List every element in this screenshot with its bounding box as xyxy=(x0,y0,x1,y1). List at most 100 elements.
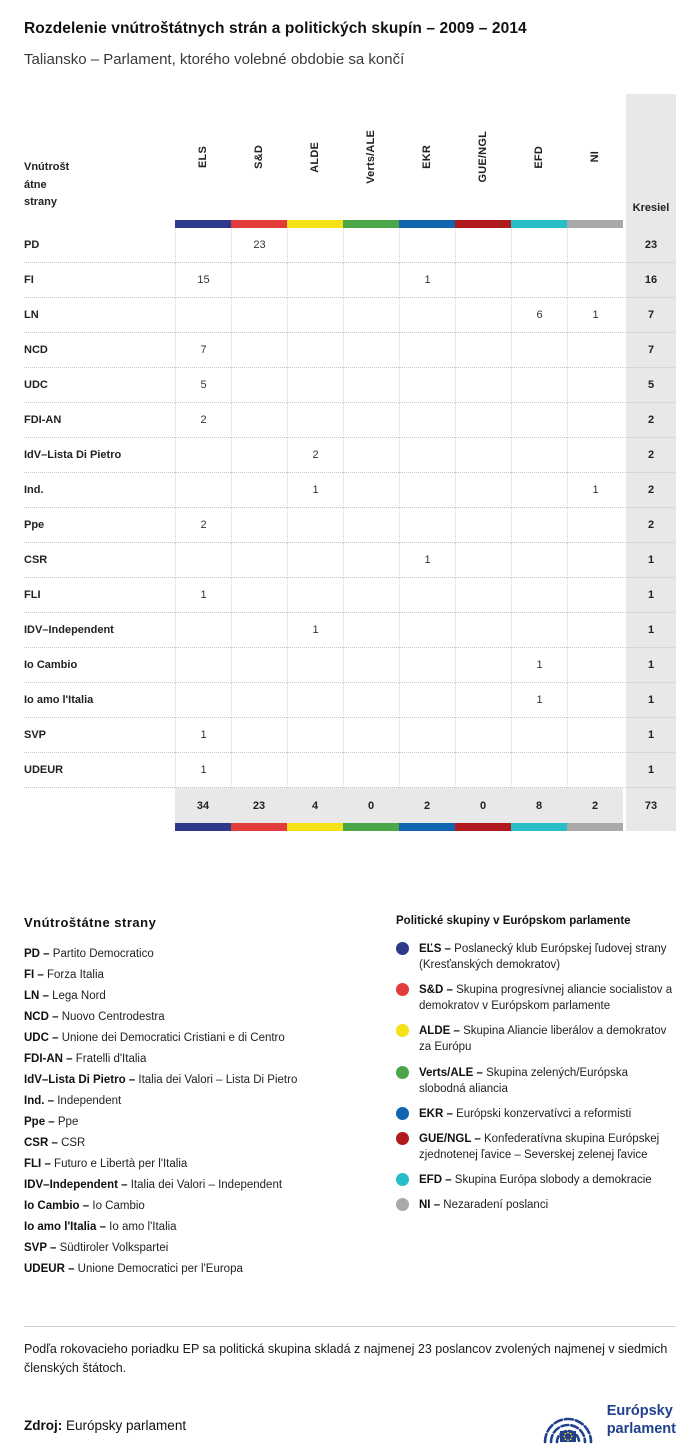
seat-count-cell xyxy=(399,368,455,403)
seat-count-cell xyxy=(511,543,567,578)
seats-bar-bottom xyxy=(623,823,676,831)
seat-count-cell xyxy=(399,753,455,788)
seat-count-cell xyxy=(287,543,343,578)
group-color-bar-bottom-cell xyxy=(455,823,511,831)
seat-count-cell xyxy=(287,508,343,543)
national-parties-legend: Vnútroštátne strany PD – Partito Democra… xyxy=(24,915,396,1280)
party-label: CSR xyxy=(24,543,175,578)
color-bar xyxy=(343,220,399,228)
party-abbr: Ppe – xyxy=(24,1116,55,1128)
group-color-dot xyxy=(396,1024,409,1038)
row-total-cell: 2 xyxy=(623,473,676,508)
group-color-dot xyxy=(396,1198,409,1212)
seat-count-cell xyxy=(343,508,399,543)
column-header: NI xyxy=(567,94,623,220)
party-label: IDV–Independent xyxy=(24,613,175,648)
parties-legend-title: Vnútroštátne strany xyxy=(24,915,157,930)
seat-count-cell xyxy=(343,753,399,788)
party-label: Ppe xyxy=(24,508,175,543)
group-abbr: S&D – xyxy=(419,984,453,997)
seat-count-cell xyxy=(567,263,623,298)
group-description: NI – Nezaradení poslanci xyxy=(419,1199,549,1212)
seat-count-cell xyxy=(455,403,511,438)
group-legend-item: S&D – Skupina progresívnej aliancie soci… xyxy=(396,982,676,1014)
seat-count-cell xyxy=(343,228,399,263)
group-color-bar-bottom-cell xyxy=(287,823,343,831)
seat-count-cell: 15 xyxy=(175,263,231,298)
seat-count-cell xyxy=(399,508,455,543)
row-total-cell: 1 xyxy=(623,543,676,578)
seat-count-cell xyxy=(455,543,511,578)
column-header: S&D xyxy=(231,94,287,220)
seat-count-cell xyxy=(455,228,511,263)
column-header-label: GUE/NGL xyxy=(477,131,489,183)
seat-count-cell xyxy=(231,508,287,543)
seat-count-cell xyxy=(343,333,399,368)
seat-count-cell xyxy=(343,438,399,473)
party-abbr: LN – xyxy=(24,990,49,1002)
party-legend-item: Io amo l'Italia – Io amo l'Italia xyxy=(24,1221,177,1233)
seat-count-cell xyxy=(175,298,231,333)
grand-total-cell: 73 xyxy=(623,788,676,823)
group-color-bar-bottom-cell xyxy=(399,823,455,831)
seat-count-cell xyxy=(231,543,287,578)
seat-count-cell xyxy=(175,228,231,263)
row-total-cell: 23 xyxy=(623,228,676,263)
color-bar xyxy=(455,220,511,228)
group-legend-item: ALDE – Skupina Aliancie liberálov a demo… xyxy=(396,1023,676,1055)
logo-line1: Európsky xyxy=(606,1402,673,1419)
group-total-cell: 0 xyxy=(455,788,511,823)
party-legend-item: NCD – Nuovo Centrodestra xyxy=(24,1011,165,1023)
seat-count-cell xyxy=(399,228,455,263)
seat-count-cell xyxy=(287,403,343,438)
party-legend-item: Io Cambio – Io Cambio xyxy=(24,1200,145,1212)
group-abbr: EKR – xyxy=(419,1107,453,1120)
seat-count-cell xyxy=(287,648,343,683)
column-header: GUE/NGL xyxy=(455,94,511,220)
column-header: EKR xyxy=(399,94,455,220)
seat-count-cell: 1 xyxy=(175,578,231,613)
party-abbr: UDEUR – xyxy=(24,1263,75,1275)
seat-count-cell xyxy=(511,333,567,368)
group-legend-item: EĽS – Poslanecký klub Európskej ľudovej … xyxy=(396,941,676,973)
row-total-cell: 7 xyxy=(623,333,676,368)
column-header: ELS xyxy=(175,94,231,220)
seat-count-cell xyxy=(511,403,567,438)
group-abbr: EĽS – xyxy=(419,943,451,955)
seat-count-cell xyxy=(455,438,511,473)
seat-count-cell xyxy=(287,578,343,613)
group-color-bar-cell xyxy=(455,220,511,228)
seat-count-cell xyxy=(511,228,567,263)
color-bar xyxy=(287,823,343,831)
seat-count-cell: 1 xyxy=(511,648,567,683)
seat-count-cell xyxy=(231,578,287,613)
ep-hemicycle-icon xyxy=(543,1417,592,1444)
party-label: LN xyxy=(24,298,175,333)
group-abbr: ALDE – xyxy=(419,1025,460,1038)
seat-count-cell xyxy=(175,438,231,473)
group-total-cell: 2 xyxy=(399,788,455,823)
party-label: PD xyxy=(24,228,175,263)
seat-count-cell xyxy=(511,613,567,648)
group-total-cell: 8 xyxy=(511,788,567,823)
group-abbr: GUE/NGL – xyxy=(419,1132,481,1145)
seat-count-cell xyxy=(287,718,343,753)
seat-count-cell xyxy=(511,263,567,298)
color-bar xyxy=(231,220,287,228)
color-bar xyxy=(175,823,231,831)
party-legend-item: FDI-AN – Fratelli d'Italia xyxy=(24,1053,147,1065)
legend-section: Vnútroštátne strany PD – Partito Democra… xyxy=(24,915,676,1280)
group-color-bar-cell xyxy=(343,220,399,228)
seat-count-cell: 1 xyxy=(399,543,455,578)
group-color-bar-bottom-cell xyxy=(567,823,623,831)
row-total-cell: 1 xyxy=(623,613,676,648)
seat-count-cell: 1 xyxy=(399,263,455,298)
party-legend-item: LN – Lega Nord xyxy=(24,990,106,1002)
color-bar xyxy=(567,823,623,831)
column-header: Verts/ALE xyxy=(343,94,399,220)
seat-count-cell: 1 xyxy=(175,718,231,753)
footer: Zdroj: Európsky parlament xyxy=(24,1395,676,1445)
column-header-label: NI xyxy=(589,151,601,163)
party-abbr: SVP – xyxy=(24,1242,57,1254)
